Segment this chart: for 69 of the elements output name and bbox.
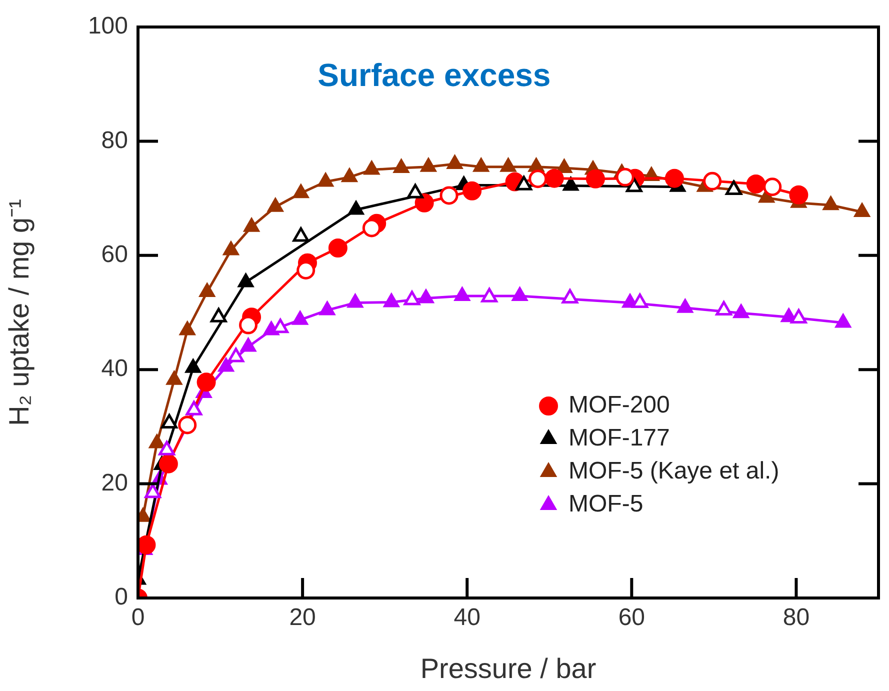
point	[237, 272, 254, 288]
point	[418, 288, 434, 304]
point	[556, 158, 572, 174]
point	[292, 310, 308, 325]
y-tick-label: 100	[88, 12, 128, 40]
x-tick-label: 40	[454, 604, 480, 632]
y-tick-label: 0	[114, 584, 128, 611]
legend-label: MOF-177	[568, 424, 670, 452]
point	[161, 414, 178, 429]
point	[348, 200, 364, 215]
legend-label: MOF-200	[568, 392, 670, 419]
point	[267, 197, 284, 212]
point	[292, 184, 310, 198]
point	[500, 157, 517, 172]
point	[198, 282, 216, 297]
point	[822, 196, 840, 210]
point	[144, 484, 161, 498]
y-axis-title: H₂ uptake / mg g⁻¹	[4, 199, 35, 426]
x-tick-label: 0	[131, 604, 145, 632]
y-tick-label: 80	[101, 126, 128, 154]
point	[472, 157, 490, 172]
point	[562, 176, 580, 191]
legend-label: MOF-5 (Kaye et al.)	[568, 458, 780, 485]
x-tick-label: 20	[289, 604, 316, 632]
point	[454, 286, 470, 301]
point	[363, 160, 380, 175]
point	[407, 184, 424, 198]
point	[346, 293, 364, 308]
x-tick-label: 60	[618, 604, 646, 632]
point	[562, 288, 578, 304]
point	[228, 348, 244, 362]
point	[222, 240, 240, 256]
text: Surface excess	[318, 56, 551, 93]
point	[420, 157, 437, 172]
point	[834, 313, 852, 328]
point	[184, 358, 202, 373]
point	[404, 290, 420, 306]
y-tick-label: 20	[101, 469, 128, 496]
point	[383, 292, 400, 308]
point	[341, 168, 358, 182]
point	[732, 304, 750, 318]
x-tick-label: 80	[782, 604, 810, 632]
point	[166, 370, 182, 385]
point	[632, 294, 648, 308]
point	[626, 178, 642, 192]
point	[318, 300, 336, 316]
point	[158, 440, 175, 456]
point	[790, 308, 807, 324]
point	[716, 300, 732, 316]
point	[210, 308, 227, 322]
point	[446, 154, 464, 170]
legend-label: MOF-5	[568, 490, 644, 518]
point	[854, 202, 870, 218]
point	[511, 286, 528, 301]
x-axis-title: Pressure / bar	[420, 652, 596, 684]
point	[243, 217, 260, 232]
point	[516, 176, 532, 190]
y-tick-label: 40	[101, 355, 128, 382]
y-tick-label: 60	[101, 241, 128, 268]
point	[218, 357, 234, 372]
point	[676, 298, 694, 313]
point	[179, 320, 196, 336]
point	[240, 337, 257, 352]
point	[392, 158, 410, 174]
point	[317, 172, 334, 187]
point	[481, 288, 498, 302]
point	[148, 434, 166, 448]
point	[186, 400, 202, 416]
point	[292, 227, 310, 242]
